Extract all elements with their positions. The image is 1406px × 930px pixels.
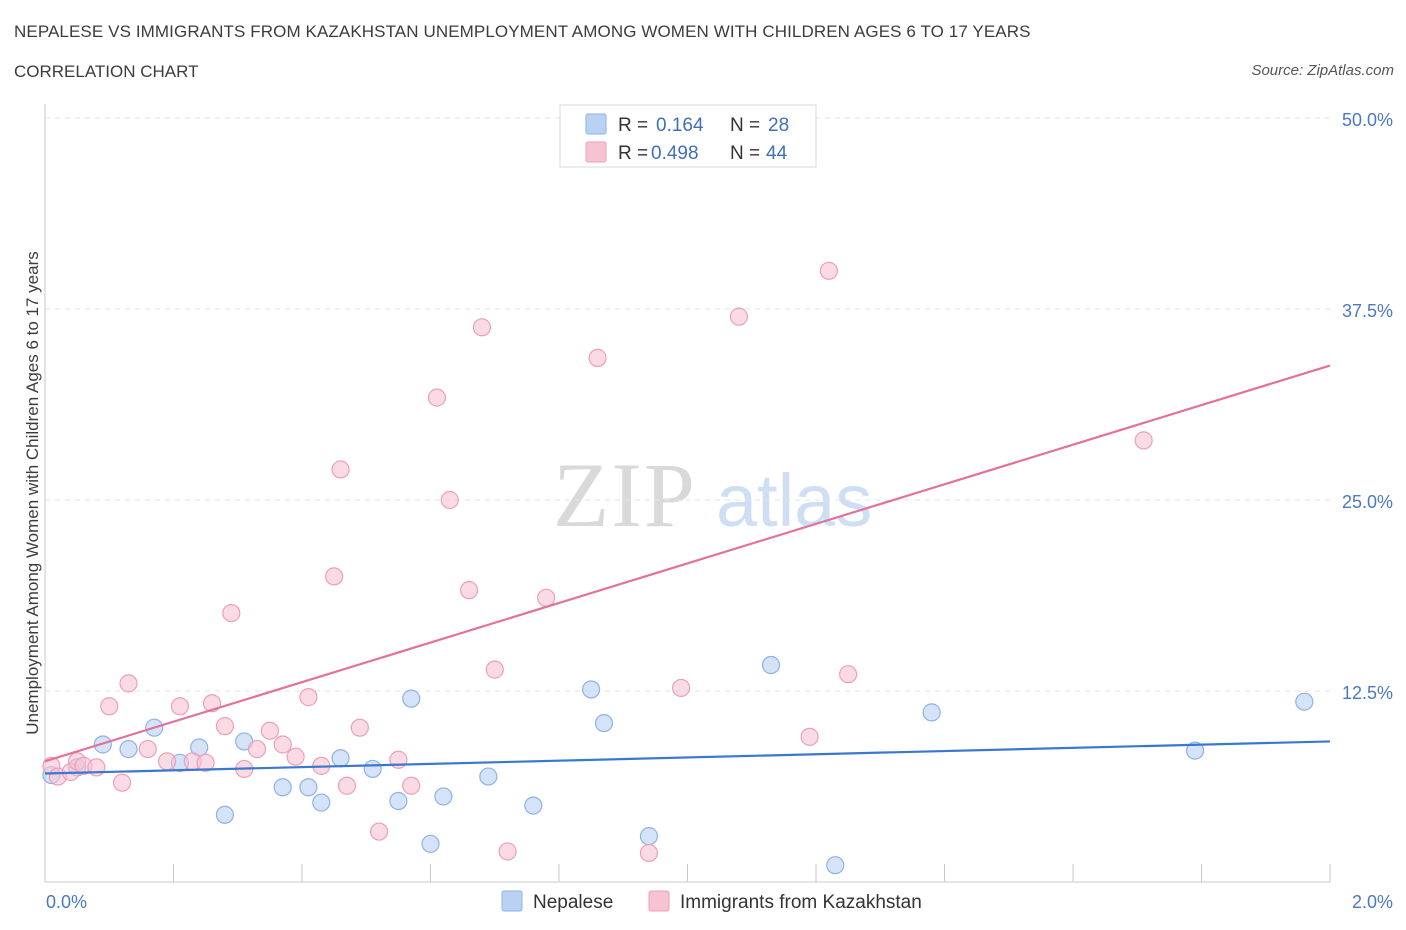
legend-r-label-kazakhstan: R =	[618, 143, 648, 164]
source-label: Source: ZipAtlas.com	[1251, 62, 1394, 79]
kazakhstan-point-43	[819, 261, 838, 280]
bottom-legend-swatch-kazakhstan	[648, 890, 670, 912]
kazakhstan-point-24	[325, 567, 344, 586]
nepalese-point-12	[331, 749, 350, 768]
bottom-legend-kazakhstan: Immigrants from Kazakhstan	[680, 892, 922, 913]
kazakhstan-point-26	[337, 776, 357, 795]
axes	[44, 104, 1331, 883]
nepalese-point-9	[273, 778, 292, 797]
nepalese-point-26	[1185, 741, 1205, 760]
x-tick-label-1: 2.0%	[1352, 892, 1393, 912]
legend-r-value-kazakhstan: 0.498	[651, 143, 699, 164]
nepalese-trend-line	[44, 740, 1331, 775]
kazakhstan-point-30	[402, 776, 421, 795]
kazakhstan-point-25	[331, 460, 350, 479]
kazakhstan-point-20	[273, 735, 292, 754]
kazakhstan-point-33	[459, 581, 479, 600]
kazakhstan-point-7	[112, 773, 132, 792]
x-tick-label-0: 0.0%	[46, 892, 87, 912]
nepalese-point-22	[639, 827, 659, 846]
trend-lines	[44, 364, 1331, 775]
legend-swatch-nepalese	[585, 113, 607, 135]
kazakhstan-points	[42, 261, 1153, 863]
y-tick-label-0: 12.5%	[1342, 683, 1393, 703]
nepalese-point-20	[582, 680, 601, 699]
bottom-legend: Nepalese Immigrants from Kazakhstan	[501, 890, 922, 913]
nepalese-point-10	[299, 778, 318, 797]
kazakhstan-trend-line	[44, 364, 1331, 763]
kazakhstan-point-16	[222, 603, 241, 623]
watermark-zip: ZIP	[553, 444, 697, 546]
nepalese-point-11	[312, 793, 331, 812]
top-legend: R = 0.164 N = 28 R = 0.498 N = 44	[559, 104, 817, 168]
kazakhstan-point-19	[260, 721, 279, 740]
tick-labels: 12.5% 25.0% 37.5% 50.0% 0.0% 2.0%	[46, 110, 1393, 912]
kazakhstan-point-37	[537, 588, 556, 607]
kazakhstan-point-13	[196, 753, 215, 772]
legend-swatch-kazakhstan	[585, 141, 607, 163]
kazakhstan-point-44	[839, 665, 858, 684]
nepalese-point-3	[119, 739, 138, 759]
y-tick-label-2: 37.5%	[1342, 301, 1393, 321]
legend-n-label-nepalese: N =	[730, 115, 760, 136]
nepalese-point-25	[922, 703, 941, 722]
kazakhstan-point-27	[350, 718, 369, 737]
kazakhstan-point-28	[370, 822, 389, 841]
nepalese-point-13	[363, 759, 382, 779]
nepalese-point-18	[479, 767, 498, 786]
nepalese-point-27	[1295, 692, 1314, 711]
kazakhstan-point-21	[286, 747, 305, 766]
kazakhstan-point-38	[588, 348, 607, 367]
kazakhstan-point-8	[119, 674, 138, 693]
kazakhstan-point-34	[472, 318, 491, 337]
kazakhstan-point-32	[440, 490, 459, 510]
legend-n-label-kazakhstan: N =	[730, 143, 760, 164]
nepalese-point-15	[402, 689, 421, 708]
y-axis-label: Unemployment Among Women with Children A…	[23, 251, 42, 735]
bottom-legend-swatch-nepalese	[501, 890, 523, 912]
kazakhstan-point-39	[639, 843, 659, 863]
kazakhstan-point-31	[427, 388, 447, 407]
legend-r-value-nepalese: 0.164	[656, 115, 704, 136]
legend-n-value-nepalese: 28	[768, 115, 789, 136]
nepalese-point-17	[434, 787, 453, 806]
kazakhstan-point-40	[671, 678, 691, 698]
legend-n-value-kazakhstan: 44	[766, 143, 788, 164]
legend-r-label-nepalese: R =	[618, 115, 648, 136]
grid-lines	[45, 117, 1330, 692]
kazakhstan-point-6	[100, 697, 119, 716]
nepalese-point-7	[215, 805, 234, 824]
kazakhstan-point-10	[157, 752, 177, 771]
nepalese-point-16	[421, 834, 440, 853]
nepalese-point-14	[389, 791, 408, 811]
kazakhstan-point-22	[299, 688, 318, 707]
kazakhstan-point-45	[1134, 431, 1153, 450]
nepalese-point-23	[761, 655, 781, 675]
kazakhstan-point-42	[800, 727, 819, 746]
bottom-legend-nepalese: Nepalese	[533, 892, 613, 913]
kazakhstan-point-18	[247, 739, 267, 759]
chart-subtitle: CORRELATION CHART	[14, 62, 199, 81]
kazakhstan-point-35	[485, 660, 504, 679]
kazakhstan-point-36	[498, 842, 517, 861]
chart-title: NEPALESE VS IMMIGRANTS FROM KAZAKHSTAN U…	[14, 22, 1031, 41]
kazakhstan-point-41	[729, 307, 749, 326]
nepalese-point-21	[594, 713, 614, 733]
y-tick-label-3: 50.0%	[1342, 110, 1393, 130]
y-tick-label-1: 25.0%	[1342, 492, 1393, 512]
nepalese-point-19	[524, 796, 543, 815]
kazakhstan-point-9	[138, 739, 157, 759]
kazakhstan-point-11	[170, 697, 190, 716]
kazakhstan-point-15	[215, 717, 234, 736]
nepalese-point-24	[826, 856, 845, 875]
